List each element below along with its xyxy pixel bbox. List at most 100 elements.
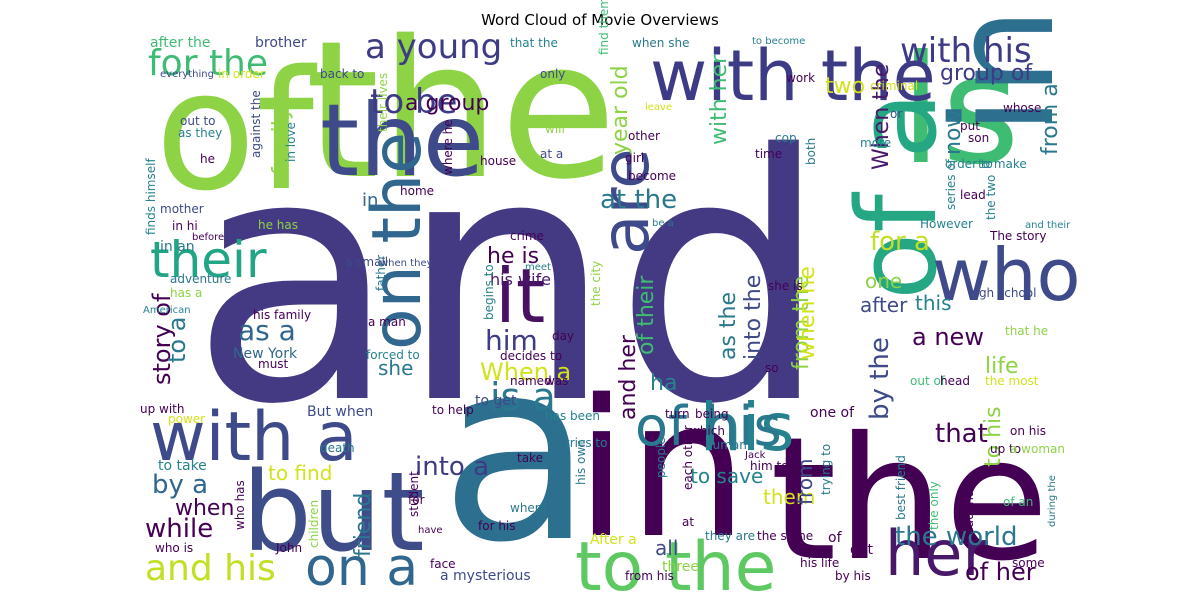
cloud-word: to take (158, 458, 207, 474)
cloud-word: find themselves (597, 0, 611, 55)
cloud-word: a woman (1010, 442, 1065, 456)
cloud-word: must (258, 357, 289, 371)
cloud-word: on the (358, 132, 437, 350)
cloud-word: she (378, 356, 413, 380)
cloud-word: with the (650, 35, 936, 117)
cloud-word: the only (927, 481, 941, 530)
cloud-word: for his (478, 519, 516, 533)
cloud-word: named (510, 374, 552, 388)
cloud-word: head (940, 374, 970, 388)
cloud-word: become (628, 169, 676, 183)
cloud-word: is (900, 24, 1020, 198)
cloud-word: from the (789, 276, 814, 370)
cloud-word: Jack (744, 450, 766, 461)
cloud-word: get (850, 542, 874, 558)
cloud-word: to help (432, 403, 474, 417)
cloud-word: up with (140, 402, 185, 416)
cloud-word: the (305, 0, 617, 221)
cloud-word: him (485, 324, 538, 357)
cloud-word: to find (268, 461, 332, 485)
cloud-word: will (545, 122, 565, 136)
cloud-word: son (968, 131, 989, 145)
cloud-word: to his (981, 406, 1006, 467)
cloud-word: children (307, 500, 321, 548)
cloud-word: in a (923, 0, 1086, 135)
cloud-word: of their (634, 275, 659, 355)
cloud-word: group of (940, 61, 1033, 86)
cloud-word: they are (705, 529, 755, 543)
cloud-word: put (960, 119, 980, 133)
cloud-word: after the (150, 35, 211, 51)
cloud-word: home (400, 184, 434, 198)
cloud-word: her (885, 517, 988, 590)
cloud-word: the same (757, 529, 813, 543)
cloud-word: some (1012, 556, 1045, 570)
cloud-word: for a (870, 227, 930, 257)
cloud-word: cop (775, 131, 797, 145)
cloud-word: story of (148, 293, 176, 385)
cloud-word: John (275, 541, 302, 555)
cloud-word: as a (238, 314, 296, 347)
cloud-word: order to (945, 157, 993, 171)
cloud-word: from (793, 458, 817, 505)
cloud-word: a mysterious (440, 568, 531, 584)
cloud-word: and her (616, 334, 641, 420)
cloud-word: of (828, 530, 843, 546)
cloud-word: his life (800, 556, 839, 570)
cloud-word: out to (180, 114, 216, 128)
cloud-word: his family (253, 308, 311, 322)
cloud-word: of (155, 35, 318, 227)
cloud-word: life (985, 354, 1019, 379)
cloud-word: to a (163, 317, 191, 363)
cloud-word: which (690, 424, 725, 438)
cloud-word: as the (716, 292, 741, 360)
cloud-word: a group (405, 91, 489, 116)
cloud-word: on a (305, 538, 418, 598)
cloud-word: the world (895, 522, 1018, 552)
cloud-word: from his (625, 569, 674, 583)
cloud-word: house (480, 154, 516, 168)
cloud-word: in love (284, 122, 298, 162)
cloud-word: when they (380, 258, 433, 269)
cloud-word: after (860, 293, 908, 317)
cloud-word: a small (345, 255, 388, 269)
cloud-word: New York (233, 346, 298, 362)
cloud-word: the two (984, 175, 998, 220)
cloud-word: his wife (490, 270, 551, 289)
cloud-word: their lives (376, 73, 390, 132)
cloud-word: death (320, 441, 355, 455)
cloud-word: tries to (565, 436, 607, 450)
cloud-word: adventure (170, 272, 231, 286)
cloud-word: when he (795, 266, 820, 360)
cloud-word: other (628, 129, 660, 143)
cloud-word: he has (258, 218, 298, 232)
cloud-word: in an (160, 239, 195, 255)
cloud-word: by a (152, 470, 208, 500)
cloud-word: being (695, 407, 729, 421)
cloud-word: while (145, 514, 213, 544)
cloud-word: that the (510, 36, 558, 50)
cloud-word: more (860, 136, 891, 150)
cloud-word: to save (690, 464, 763, 488)
cloud-word: crime (510, 229, 544, 243)
cloud-word: when (175, 496, 234, 521)
cloud-word: in order (218, 67, 265, 81)
cloud-word: brother (255, 35, 307, 51)
cloud-word: by his (835, 569, 871, 583)
cloud-word: their (150, 231, 267, 289)
cloud-word: family (269, 107, 294, 175)
cloud-word: that he (1005, 324, 1048, 338)
cloud-word: this (915, 291, 952, 315)
cloud-word: before (192, 232, 224, 243)
cloud-word: for the (148, 43, 268, 84)
cloud-word: or (890, 107, 902, 121)
cloud-word: finds himself (144, 158, 158, 235)
cloud-word: and their (1025, 220, 1071, 231)
cloud-word: turn (665, 407, 690, 421)
cloud-word: After a (590, 532, 637, 548)
cloud-word: the most (985, 374, 1039, 388)
cloud-word: leave (645, 102, 672, 113)
cloud-word: has a (170, 286, 202, 300)
cloud-word: a man (368, 315, 406, 329)
cloud-word: mother (160, 202, 204, 216)
